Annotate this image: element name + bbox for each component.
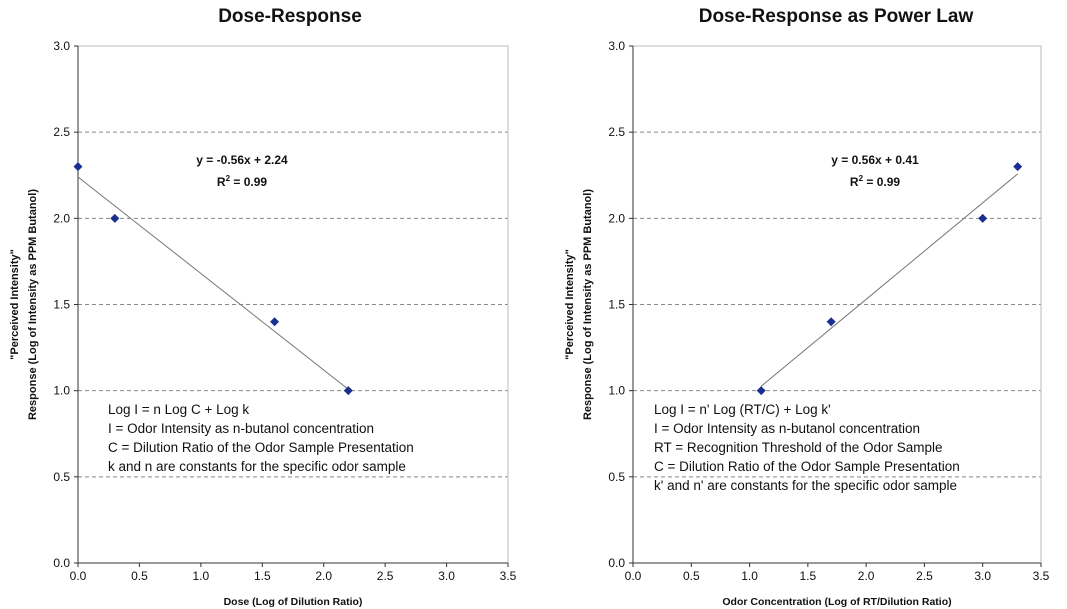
- y-tick-label: 0.5: [53, 470, 70, 484]
- data-point: [756, 386, 766, 396]
- annotation-note: C = Dilution Ratio of the Odor Sample Pr…: [654, 459, 960, 474]
- y-axis-title: Response (Log of Intensity as PPM Butano…: [582, 189, 594, 420]
- y-tick-label: 2.0: [53, 211, 70, 225]
- annotation-note: k' and n' are constants for the specific…: [654, 478, 957, 493]
- r-squared-value: = 0.99: [230, 175, 267, 189]
- y-tick-label: 0.0: [608, 556, 625, 570]
- y-axis-title: Response (Log of Intensity as PPM Butano…: [27, 189, 39, 420]
- chart-panel-dose-response: Dose-Response 0.0 0.5 1.0 1.5 2.0 2.5 3.0 0.0 0.…: [0, 0, 533, 609]
- x-tick-label: 1.5: [800, 569, 817, 583]
- r-squared-label: R2 = 0.99: [850, 174, 900, 189]
- y-tick-label: 1.5: [608, 298, 625, 312]
- data-point: [110, 213, 120, 223]
- annotation-note: k and n are constants for the specific o…: [108, 459, 406, 474]
- y-tick-label: 0.5: [608, 470, 625, 484]
- r-squared-label: R2 = 0.99: [217, 174, 267, 189]
- data-point: [343, 386, 353, 396]
- x-tick-label: 3.5: [500, 569, 517, 583]
- r-squared-symbol: R: [850, 175, 859, 189]
- trendline: [77, 176, 349, 390]
- x-tick-label: 3.0: [438, 569, 455, 583]
- x-axis-title: Dose (Log of Dilution Ratio): [224, 596, 363, 608]
- chart-panel-power-law: Dose-Response as Power Law 0.0 0.5 1.0 1.5 2…: [533, 0, 1067, 609]
- x-tick-label: 3.5: [1033, 569, 1050, 583]
- chart-title: Dose-Response: [218, 6, 362, 27]
- chart-svg: 0.0 0.5 1.0 1.5 2.0 2.5 3.0 0.0 0.5 1.0 1.5 2.0 2.5 3…: [564, 39, 1050, 608]
- r-squared-superscript: 2: [226, 174, 231, 183]
- annotation-note: Log I = n Log C + Log k: [108, 402, 249, 417]
- y-tick-label: 2.5: [53, 125, 70, 139]
- x-tick-label: 2.0: [315, 569, 332, 583]
- y-axis-title: "Perceived Intensity": [564, 249, 576, 360]
- r-squared-value: = 0.99: [863, 175, 900, 189]
- y-tick-label: 1.0: [608, 384, 625, 398]
- y-tick-label: 1.0: [53, 384, 70, 398]
- trendline-equation: y = -0.56x + 2.24: [196, 153, 288, 167]
- y-tick-label: 2.5: [608, 125, 625, 139]
- data-point: [826, 317, 836, 327]
- y-tick-label: 3.0: [53, 39, 70, 53]
- x-tick-label: 2.5: [377, 569, 394, 583]
- x-tick-label: 0.5: [683, 569, 700, 583]
- x-tick-label: 1.5: [254, 569, 271, 583]
- data-point: [270, 317, 280, 327]
- data-point: [1013, 162, 1023, 172]
- x-tick-label: 0.0: [70, 569, 87, 583]
- y-axis-title: "Perceived Intensity": [9, 249, 21, 360]
- data-point: [73, 162, 83, 172]
- x-tick-label: 0.5: [131, 569, 148, 583]
- r-squared-superscript: 2: [859, 174, 864, 183]
- annotation-note: Log I = n' Log (RT/C) + Log k': [654, 402, 831, 417]
- x-tick-label: 0.0: [625, 569, 642, 583]
- annotation-note: I = Odor Intensity as n-butanol concentr…: [654, 421, 920, 436]
- x-tick-label: 3.0: [974, 569, 991, 583]
- chart-title: Dose-Response as Power Law: [698, 6, 974, 27]
- y-tick-label: 3.0: [608, 39, 625, 53]
- x-tick-label: 1.0: [741, 569, 758, 583]
- trendline-equation: y = 0.56x + 0.41: [831, 153, 919, 167]
- x-axis-title: Odor Concentration (Log of RT/Dilution R…: [722, 596, 951, 608]
- trendline: [760, 173, 1019, 387]
- y-tick-label: 2.0: [608, 211, 625, 225]
- x-tick-label: 2.0: [858, 569, 875, 583]
- r-squared-symbol: R: [217, 175, 226, 189]
- data-point: [978, 213, 988, 223]
- x-tick-label: 2.5: [916, 569, 933, 583]
- annotation-note: RT = Recognition Threshold of the Odor S…: [654, 440, 943, 455]
- y-tick-label: 0.0: [53, 556, 70, 570]
- annotation-note: C = Dilution Ratio of the Odor Sample Pr…: [108, 440, 414, 455]
- y-tick-label: 1.5: [53, 298, 70, 312]
- annotation-note: I = Odor Intensity as n-butanol concentr…: [108, 421, 374, 436]
- chart-svg: 0.0 0.5 1.0 1.5 2.0 2.5 3.0 0.0 0.5 1.0 1.5 2.0 2.5 3…: [9, 39, 517, 608]
- x-tick-label: 1.0: [193, 569, 210, 583]
